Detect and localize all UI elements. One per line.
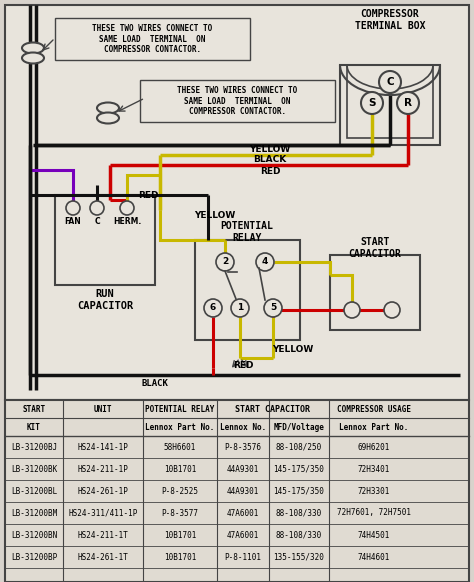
Text: 88-108/330: 88-108/330 bbox=[276, 531, 322, 540]
Text: 69H6201: 69H6201 bbox=[358, 442, 390, 452]
Bar bbox=[5, 400, 469, 582]
Text: 88-108/250: 88-108/250 bbox=[276, 442, 322, 452]
Text: UNIT: UNIT bbox=[94, 404, 112, 413]
Text: HS24-211-1T: HS24-211-1T bbox=[78, 531, 128, 540]
Text: 10B1701: 10B1701 bbox=[164, 464, 196, 474]
Text: START CAPACITOR: START CAPACITOR bbox=[236, 404, 310, 413]
Text: C: C bbox=[94, 218, 100, 226]
Text: LB-31200BJ: LB-31200BJ bbox=[11, 442, 57, 452]
Text: POTENTIAL
RELAY: POTENTIAL RELAY bbox=[220, 221, 273, 243]
Text: COMPRESSOR USAGE: COMPRESSOR USAGE bbox=[337, 404, 411, 413]
Text: 1: 1 bbox=[237, 303, 243, 313]
Text: MFD/Voltage: MFD/Voltage bbox=[273, 423, 324, 431]
Text: Lennox Part No.: Lennox Part No. bbox=[339, 423, 409, 431]
Text: 2: 2 bbox=[222, 257, 228, 267]
Text: 44A9301: 44A9301 bbox=[227, 487, 259, 495]
Text: 6: 6 bbox=[210, 303, 216, 313]
Text: THESE TWO WIRES CONNECT TO
SAME LOAD  TERMINAL  ON
COMPRESSOR CONTACTOR.: THESE TWO WIRES CONNECT TO SAME LOAD TER… bbox=[177, 86, 298, 116]
Circle shape bbox=[216, 253, 234, 271]
Ellipse shape bbox=[22, 52, 44, 63]
Circle shape bbox=[90, 201, 104, 215]
Circle shape bbox=[66, 201, 80, 215]
Text: YELLOW: YELLOW bbox=[194, 211, 236, 219]
Text: Lennox Part No.: Lennox Part No. bbox=[146, 423, 215, 431]
Text: LB-31200BM: LB-31200BM bbox=[11, 509, 57, 517]
Text: LB-31200BP: LB-31200BP bbox=[11, 552, 57, 562]
Circle shape bbox=[361, 92, 383, 114]
Text: KIT: KIT bbox=[27, 423, 41, 431]
Bar bbox=[140, 80, 335, 122]
Text: START
CAPACITOR: START CAPACITOR bbox=[348, 237, 401, 259]
Text: 44A9301: 44A9301 bbox=[227, 464, 259, 474]
Text: 74H4501: 74H4501 bbox=[358, 531, 390, 540]
Text: RED: RED bbox=[233, 360, 253, 370]
Bar bbox=[347, 65, 433, 138]
Text: 145-175/350: 145-175/350 bbox=[273, 487, 324, 495]
Text: RED: RED bbox=[260, 168, 280, 176]
Text: LB-31200BK: LB-31200BK bbox=[11, 464, 57, 474]
Circle shape bbox=[397, 92, 419, 114]
Text: 4: 4 bbox=[262, 257, 268, 267]
Text: HS24-141-1P: HS24-141-1P bbox=[78, 442, 128, 452]
Text: BLACK: BLACK bbox=[254, 155, 287, 165]
Text: 10B1701: 10B1701 bbox=[164, 531, 196, 540]
Text: 5: 5 bbox=[270, 303, 276, 313]
Text: 74H4601: 74H4601 bbox=[358, 552, 390, 562]
Text: 72H3401: 72H3401 bbox=[358, 464, 390, 474]
Text: HS24-211-1P: HS24-211-1P bbox=[78, 464, 128, 474]
Circle shape bbox=[120, 201, 134, 215]
Text: P-8-1101: P-8-1101 bbox=[225, 552, 262, 562]
Text: LB-31200BL: LB-31200BL bbox=[11, 487, 57, 495]
Text: P-8-3577: P-8-3577 bbox=[162, 509, 199, 517]
Text: YELLOW: YELLOW bbox=[273, 346, 314, 354]
Text: HERM.: HERM. bbox=[113, 218, 141, 226]
Text: 72H3301: 72H3301 bbox=[358, 487, 390, 495]
Text: S: S bbox=[368, 98, 376, 108]
Text: FAN: FAN bbox=[64, 218, 82, 226]
Text: 135-155/320: 135-155/320 bbox=[273, 552, 324, 562]
Text: LB-31200BN: LB-31200BN bbox=[11, 531, 57, 540]
Bar bbox=[5, 5, 469, 400]
Circle shape bbox=[344, 302, 360, 318]
Text: P-8-2525: P-8-2525 bbox=[162, 487, 199, 495]
Text: 72H7601, 72H7501: 72H7601, 72H7501 bbox=[337, 509, 411, 517]
Text: P-8-3576: P-8-3576 bbox=[225, 442, 262, 452]
Text: BLACK: BLACK bbox=[142, 379, 168, 389]
Text: THESE TWO WIRES CONNECT TO
SAME LOAD  TERMINAL  ON
COMPRESSOR CONTACTOR.: THESE TWO WIRES CONNECT TO SAME LOAD TER… bbox=[92, 24, 213, 54]
Text: 47A6001: 47A6001 bbox=[227, 509, 259, 517]
Text: HS24-311/411-1P: HS24-311/411-1P bbox=[68, 509, 137, 517]
Circle shape bbox=[256, 253, 274, 271]
Text: 58H6601: 58H6601 bbox=[164, 442, 196, 452]
Text: 10B1701: 10B1701 bbox=[164, 552, 196, 562]
Text: 47A6001: 47A6001 bbox=[227, 531, 259, 540]
Text: HS24-261-1T: HS24-261-1T bbox=[78, 552, 128, 562]
Bar bbox=[340, 65, 440, 145]
Text: 145-175/350: 145-175/350 bbox=[273, 464, 324, 474]
Text: C: C bbox=[386, 77, 394, 87]
Text: Lennox No.: Lennox No. bbox=[220, 423, 266, 431]
Text: COMPRESSOR
TERMINAL BOX: COMPRESSOR TERMINAL BOX bbox=[355, 9, 425, 31]
Bar bbox=[55, 195, 155, 285]
Ellipse shape bbox=[97, 102, 119, 113]
Bar bbox=[55, 18, 250, 60]
Text: HS24-261-1P: HS24-261-1P bbox=[78, 487, 128, 495]
Text: RED: RED bbox=[138, 190, 158, 200]
Text: 88-108/330: 88-108/330 bbox=[276, 509, 322, 517]
Text: R: R bbox=[404, 98, 412, 108]
Circle shape bbox=[384, 302, 400, 318]
Text: RUN
CAPACITOR: RUN CAPACITOR bbox=[77, 289, 133, 311]
Text: START: START bbox=[22, 404, 46, 413]
Bar bbox=[330, 255, 420, 330]
Circle shape bbox=[264, 299, 282, 317]
Text: YELLOW: YELLOW bbox=[249, 146, 291, 154]
Bar bbox=[195, 240, 300, 340]
Ellipse shape bbox=[97, 112, 119, 123]
Circle shape bbox=[379, 71, 401, 93]
Text: POTENTIAL RELAY: POTENTIAL RELAY bbox=[146, 404, 215, 413]
Circle shape bbox=[204, 299, 222, 317]
Circle shape bbox=[231, 299, 249, 317]
Ellipse shape bbox=[22, 42, 44, 54]
